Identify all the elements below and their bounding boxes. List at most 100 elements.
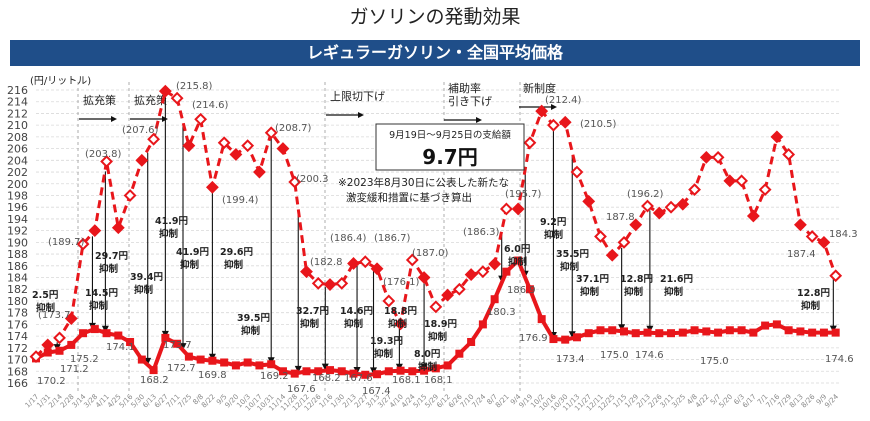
callout-heading: 9月19日～9月25日の支給額 xyxy=(389,129,511,141)
value-label: 187.8 xyxy=(606,212,635,223)
subsidized-price-marker xyxy=(443,361,452,370)
arrow-head-icon xyxy=(321,363,329,371)
market-price-marker xyxy=(229,148,243,161)
subsidized-price-marker xyxy=(55,346,64,355)
value-label: (208.7) xyxy=(275,123,312,134)
market-price-marker xyxy=(688,183,701,197)
market-price-marker xyxy=(770,130,784,144)
market-price-marker xyxy=(311,276,325,290)
subsidized-price-marker xyxy=(114,331,123,340)
subsidized-price-marker xyxy=(396,366,405,375)
value-label: (173.7 xyxy=(38,310,71,321)
suppression-word: 抑制 xyxy=(224,259,244,271)
market-price-marker xyxy=(405,253,419,267)
market-price-marker xyxy=(746,209,760,223)
value-label: 171.2 xyxy=(60,364,89,375)
subsidized-price-marker xyxy=(702,327,711,336)
market-price-marker xyxy=(511,202,525,216)
y-tick-label: 196 xyxy=(7,201,28,214)
market-price-marker xyxy=(452,282,466,296)
market-price-marker xyxy=(123,189,137,202)
subsidized-price-marker xyxy=(537,315,546,324)
subsidized-price-marker xyxy=(478,320,487,329)
value-label: 169.2 xyxy=(260,371,289,382)
suppression-word: 抑制 xyxy=(664,286,684,298)
phase-label: 補助率 xyxy=(448,81,481,95)
value-label: (187.0) xyxy=(412,248,449,259)
market-price-marker xyxy=(464,268,478,282)
subsidized-price-marker xyxy=(572,333,581,342)
subsidized-price-marker xyxy=(784,326,793,335)
subsidized-price-marker xyxy=(819,328,828,337)
suppression-amount: 12.8円 xyxy=(620,274,653,285)
market-price-marker xyxy=(382,294,396,308)
chart-header-band: レギュラーガソリン・全国平均価格 xyxy=(10,40,860,66)
subsidized-price-marker xyxy=(678,328,687,337)
subsidized-price-marker xyxy=(278,367,287,376)
suppression-word: 抑制 xyxy=(428,331,448,343)
suppression-word: 抑制 xyxy=(374,348,394,360)
y-tick-label: 212 xyxy=(7,107,28,120)
subsidized-price-marker xyxy=(220,358,229,367)
value-label: (189.7) xyxy=(48,237,85,248)
y-tick-label: 186 xyxy=(7,260,28,273)
suppression-word: 抑制 xyxy=(580,286,600,298)
arrow-head-icon xyxy=(568,331,576,339)
subsidized-price-marker xyxy=(655,329,664,338)
payment-callout-box xyxy=(375,123,525,171)
subsidized-price-marker xyxy=(690,326,699,335)
suppression-amount: 18.9円 xyxy=(424,319,457,330)
suppression-word: 抑制 xyxy=(180,259,200,271)
market-price-marker xyxy=(300,265,313,279)
subsidized-price-marker xyxy=(831,328,840,337)
subsidized-price-marker xyxy=(467,337,476,346)
market-price-marker xyxy=(64,312,78,325)
subsidized-price-marker xyxy=(514,256,523,265)
value-label: (186.4) xyxy=(330,233,367,244)
subsidized-price-marker xyxy=(796,327,805,336)
suppression-amount: 39.4円 xyxy=(130,272,163,283)
subsidized-price-marker xyxy=(737,326,746,335)
market-price-marker xyxy=(699,150,713,164)
phase-label: 新制度 xyxy=(523,81,556,95)
subsidized-price-marker xyxy=(184,352,193,361)
subsidized-price-marker xyxy=(725,326,734,335)
market-price-marker xyxy=(417,271,431,284)
market-price-marker xyxy=(253,165,266,179)
suppression-word: 抑制 xyxy=(344,318,364,330)
y-axis-unit-label: (円/リットル) xyxy=(30,76,91,87)
subsidized-price-marker xyxy=(772,320,781,329)
value-label: 174.6 xyxy=(825,354,854,365)
y-tick-label: 174 xyxy=(7,330,28,343)
value-label: 168.2 xyxy=(140,375,169,386)
market-price-marker xyxy=(205,180,219,194)
arrow-head-icon xyxy=(144,357,152,365)
market-price-marker xyxy=(335,276,349,290)
value-label: 168.1 xyxy=(392,375,421,386)
subsidized-price-marker xyxy=(231,361,240,370)
suppression-amount: 37.1円 xyxy=(576,274,609,285)
suppression-word: 抑制 xyxy=(624,286,644,298)
suppression-word: 抑制 xyxy=(560,261,580,273)
calculation-note: 激変緩和措置に基づき算出 xyxy=(346,191,472,204)
market-price-marker xyxy=(264,126,278,140)
y-tick-label: 166 xyxy=(7,377,28,390)
y-tick-label: 184 xyxy=(7,272,28,285)
phase-label: 拡充策 xyxy=(83,93,116,107)
subsidized-price-marker xyxy=(667,329,676,338)
subsidized-price-marker xyxy=(420,366,429,375)
value-label: 186.9 xyxy=(507,285,536,296)
market-price-marker xyxy=(441,288,455,302)
suppression-word: 抑制 xyxy=(388,318,408,330)
market-price-marker xyxy=(817,235,831,249)
page-title: ガソリンの発動効果 xyxy=(349,6,521,28)
market-price-marker xyxy=(782,148,796,161)
market-price-marker xyxy=(111,221,125,235)
arrow-head-icon xyxy=(294,365,302,373)
y-tick-label: 190 xyxy=(7,236,28,249)
value-label: (215.8) xyxy=(176,81,213,92)
subsidized-price-marker xyxy=(149,366,158,375)
subsidized-price-marker xyxy=(596,326,605,335)
y-tick-label: 188 xyxy=(7,248,28,261)
subsidized-price-marker xyxy=(137,355,146,364)
